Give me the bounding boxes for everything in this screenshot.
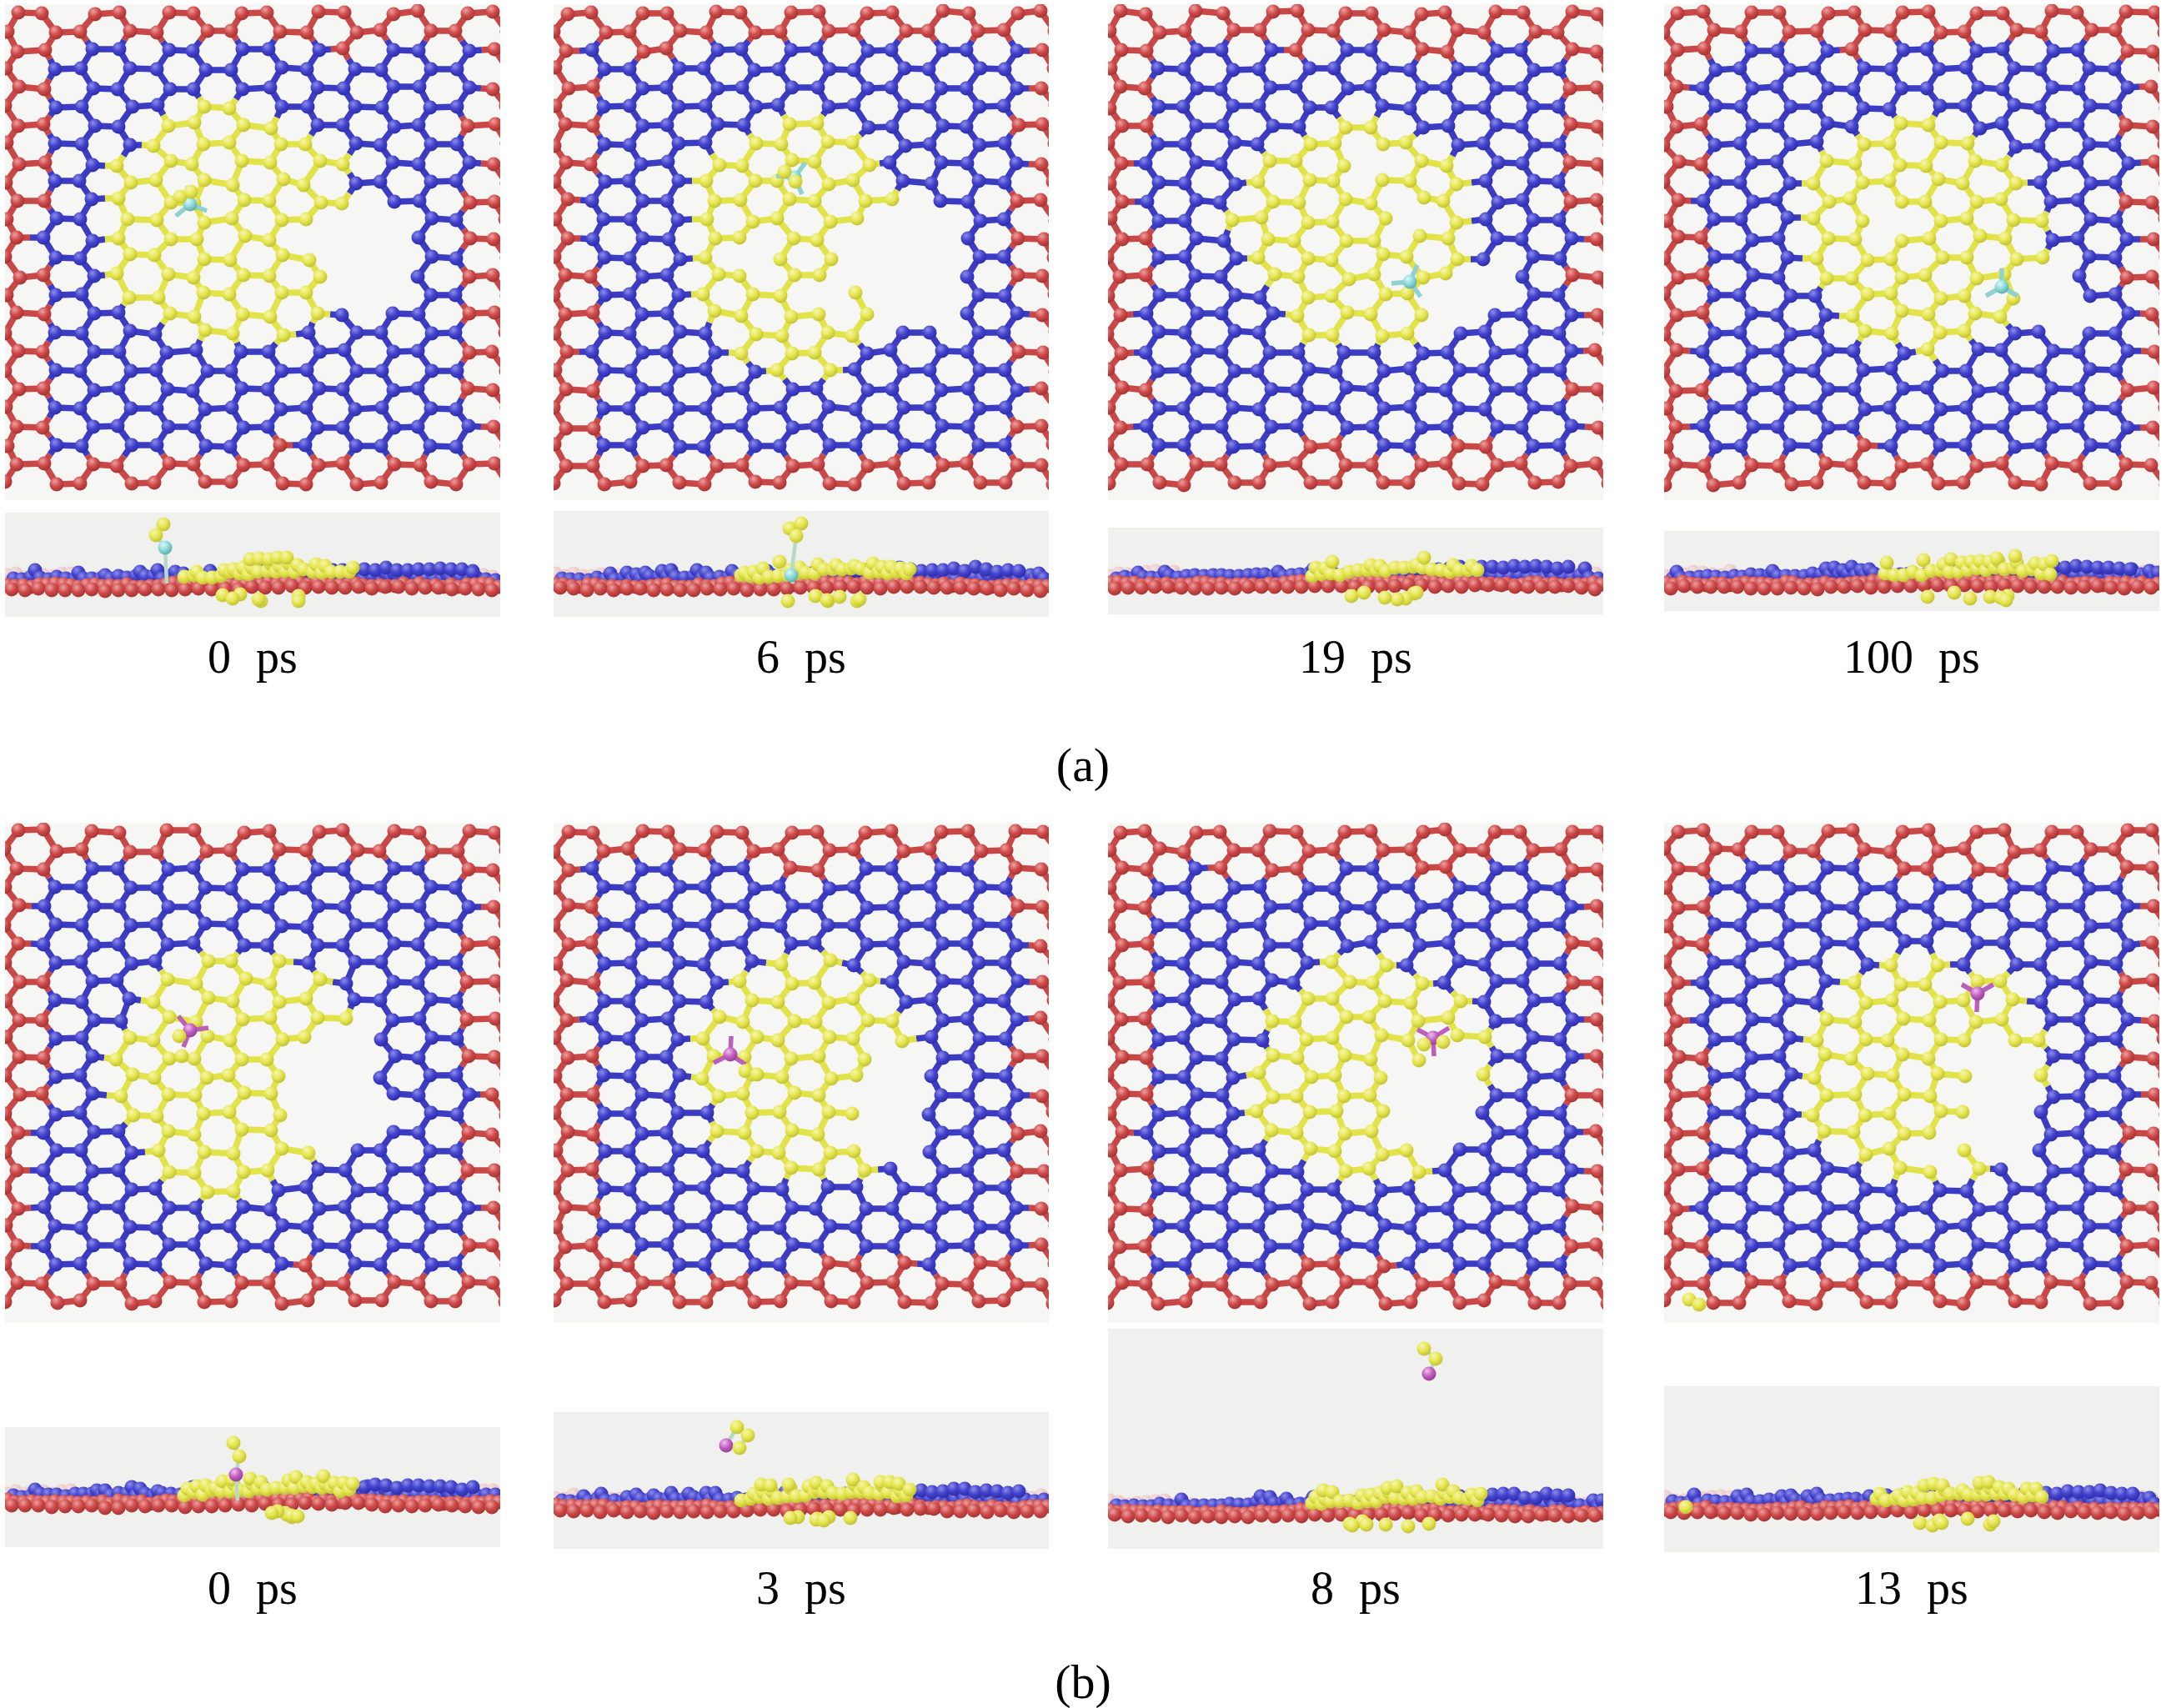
- svg-text:3 ps: 3 ps: [756, 1562, 846, 1614]
- svg-text:100 ps: 100 ps: [1843, 631, 1980, 683]
- svg-text:(a): (a): [1056, 738, 1110, 792]
- svg-text:0 ps: 0 ps: [208, 631, 298, 683]
- svg-text:8 ps: 8 ps: [1311, 1562, 1401, 1614]
- svg-text:6 ps: 6 ps: [756, 631, 846, 683]
- svg-text:0 ps: 0 ps: [208, 1562, 298, 1614]
- svg-text:19 ps: 19 ps: [1299, 631, 1412, 683]
- svg-text:13 ps: 13 ps: [1855, 1562, 1968, 1614]
- svg-text:(b): (b): [1055, 1655, 1111, 1708]
